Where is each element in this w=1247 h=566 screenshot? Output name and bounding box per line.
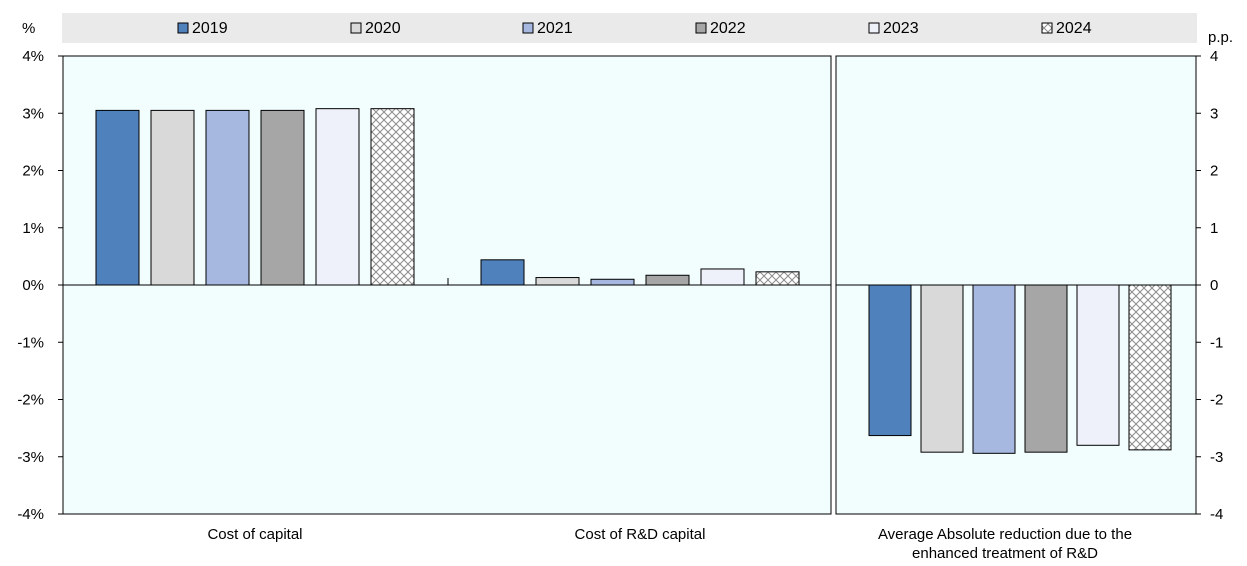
y-tick-label-right: -2 <box>1210 392 1223 409</box>
bar-2022-category-1 <box>260 109 305 286</box>
bars <box>95 108 1172 454</box>
y-tick-label-right: 0 <box>1210 277 1218 294</box>
bar-2019-category-1 <box>95 109 140 286</box>
left-axis-unit: % <box>22 20 35 37</box>
category-label: enhanced treatment of R&D <box>912 545 1098 562</box>
y-tick-label-left: -4% <box>17 506 44 523</box>
legend-label-2020: 2020 <box>365 20 401 37</box>
y-tick-label-right: -4 <box>1210 506 1223 523</box>
category-label: Average Absolute reduction due to the <box>878 526 1132 543</box>
legend-label-2023: 2023 <box>883 20 919 37</box>
y-tick-label-left: 4% <box>22 48 44 65</box>
bar-2023-category-3 <box>1076 284 1120 446</box>
y-tick-label-left: -3% <box>17 449 44 466</box>
legend-label-2022: 2022 <box>710 20 746 37</box>
y-tick-label-left: -1% <box>17 334 44 351</box>
bar-2024-category-2 <box>755 271 800 286</box>
legend: 2019 2020 2021 2022 2023 2024 <box>177 20 1092 37</box>
y-tick-label-left: 3% <box>22 105 44 122</box>
y-tick-label-right: 1 <box>1210 220 1218 237</box>
right-axis-unit: p.p. <box>1208 29 1233 46</box>
y-axis-left: 4% 3% 2% 1% 0% -1% -2% -3% -4% <box>17 48 63 523</box>
legend-swatch-2021 <box>522 22 534 34</box>
legend-label-2024: 2024 <box>1056 20 1092 37</box>
bar-2022-category-3 <box>1024 284 1068 453</box>
y-tick-label-right: -1 <box>1210 334 1223 351</box>
bar-2020-category-2 <box>535 277 580 286</box>
legend-swatch-2020 <box>350 22 362 34</box>
legend-label-2019: 2019 <box>192 20 228 37</box>
y-tick-label-left: -2% <box>17 392 44 409</box>
legend-label-2021: 2021 <box>537 20 573 37</box>
legend-swatch-2022 <box>695 22 707 34</box>
y-tick-label-left: 1% <box>22 220 44 237</box>
bar-2019-category-3 <box>868 284 912 437</box>
legend-band <box>62 13 1197 43</box>
bar-2021-category-3 <box>972 284 1016 454</box>
y-tick-label-right: 2 <box>1210 163 1218 180</box>
legend-swatch-2024 <box>1041 22 1053 34</box>
y-axis-right: 4 3 2 1 0 -1 -2 -3 -4 <box>1196 48 1223 523</box>
bar-2023-category-2 <box>700 268 745 286</box>
bar-2022-category-2 <box>645 274 690 286</box>
bar-2021-category-2 <box>590 278 635 286</box>
legend-swatch-2023 <box>868 22 880 34</box>
bar-2023-category-1 <box>315 108 360 286</box>
bar-2019-category-2 <box>480 259 525 286</box>
bar-2020-category-1 <box>150 109 195 286</box>
y-tick-label-right: 4 <box>1210 48 1218 65</box>
legend-swatch-2019 <box>177 22 189 34</box>
y-tick-label-right: 3 <box>1210 105 1218 122</box>
category-label: Cost of R&D capital <box>575 526 706 543</box>
category-label: Cost of capital <box>207 526 302 543</box>
category-labels: Cost of capital Cost of R&D capital Averag… <box>207 526 1132 562</box>
y-tick-label-left: 2% <box>22 163 44 180</box>
y-tick-label-right: -3 <box>1210 449 1223 466</box>
bar-2020-category-3 <box>920 284 964 453</box>
bar-2021-category-1 <box>205 109 250 286</box>
y-tick-label-left: 0% <box>22 277 44 294</box>
bar-2024-category-3 <box>1128 284 1172 451</box>
bar-2024-category-1 <box>370 108 415 286</box>
